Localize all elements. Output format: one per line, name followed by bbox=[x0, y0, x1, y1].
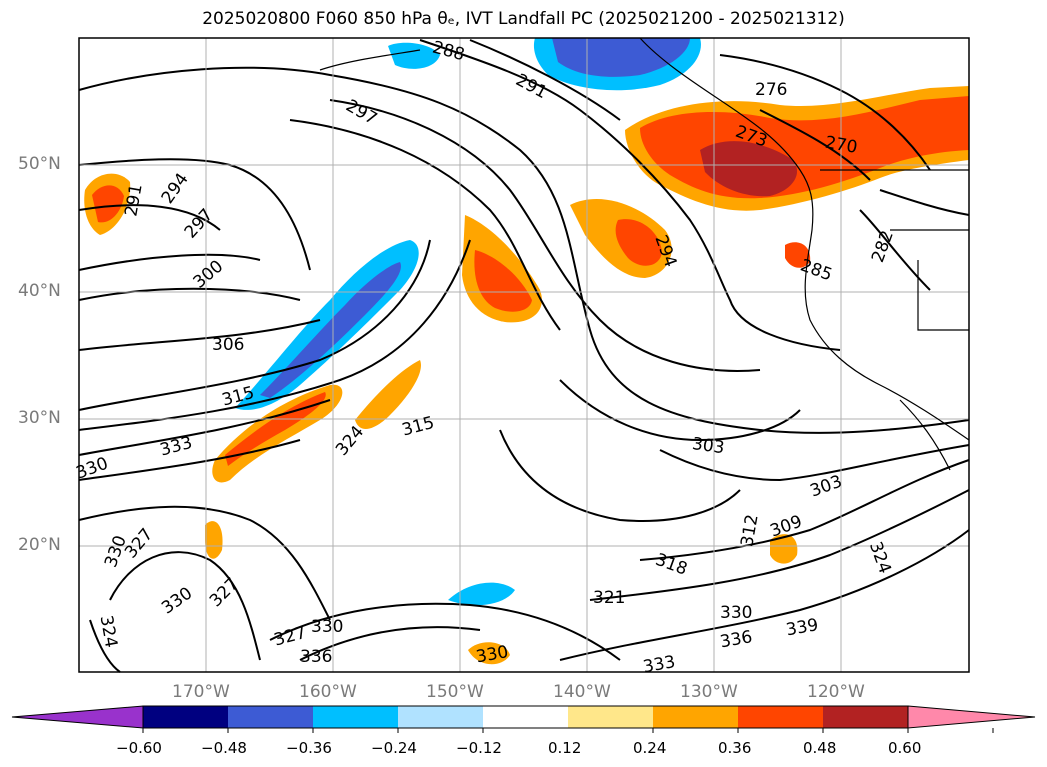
colorbar-segment bbox=[398, 706, 483, 728]
shade-blue-band-dark bbox=[260, 262, 401, 398]
lat-label-20n: 20°N bbox=[18, 535, 61, 555]
colorbar-segment bbox=[483, 706, 568, 728]
colorbar bbox=[11, 705, 1036, 733]
lon-label-140w: 140°W bbox=[553, 682, 611, 702]
lon-label-160w: 160°W bbox=[299, 682, 357, 702]
shade-sub2-orange bbox=[355, 360, 421, 430]
colorbar-tick-label: −0.36 bbox=[286, 739, 332, 757]
lon-label-120w: 120°W bbox=[807, 682, 865, 702]
colorbar-tick-label: −0.60 bbox=[116, 739, 162, 757]
lat-label-40n: 40°N bbox=[18, 281, 61, 301]
lat-label-50n: 50°N bbox=[18, 154, 61, 174]
contour-lines bbox=[78, 39, 970, 673]
shade-mid-red bbox=[615, 219, 662, 266]
shade-blob-ca bbox=[785, 242, 811, 268]
map-frame bbox=[78, 37, 970, 673]
contour-label: 330 bbox=[311, 617, 343, 637]
colorbar-segment bbox=[228, 706, 313, 728]
map-title: 2025020800 F060 850 hPa θₑ, IVT Landfall… bbox=[202, 9, 845, 29]
colorbar-segment bbox=[143, 706, 228, 728]
colorbar-tick-label: −0.12 bbox=[456, 739, 502, 757]
contour-label: 333 bbox=[641, 652, 676, 677]
colorbar-segment bbox=[823, 706, 908, 728]
contour-label: 306 bbox=[212, 335, 244, 355]
shade-blob-sw-orange bbox=[205, 521, 223, 559]
shade-west-red bbox=[92, 185, 124, 223]
colorbar-segment bbox=[738, 706, 823, 728]
contour-label: 276 bbox=[755, 80, 787, 100]
colorbar-tick-label: 0.48 bbox=[803, 739, 837, 757]
shade-blob-blue-s bbox=[448, 582, 515, 606]
colorbar-tick-label: 0.36 bbox=[718, 739, 752, 757]
shade-blob-orange-s bbox=[468, 642, 510, 665]
colorbar-tick-label: −0.48 bbox=[201, 739, 247, 757]
lon-label-130w: 130°W bbox=[680, 682, 738, 702]
colorbar-outline bbox=[142, 705, 909, 729]
coastline bbox=[319, 37, 970, 471]
map-panel bbox=[78, 37, 970, 673]
colorbar-extend-max bbox=[907, 705, 1036, 729]
lon-label-150w: 150°W bbox=[426, 682, 484, 702]
lon-label-170w: 170°W bbox=[172, 682, 230, 702]
shade-blob-se bbox=[770, 534, 798, 564]
contour-label: 303 bbox=[691, 434, 726, 458]
colorbar-segment bbox=[313, 706, 398, 728]
colorbar-tick-label: −0.24 bbox=[371, 739, 417, 757]
shade-top-left-blue bbox=[388, 42, 440, 69]
contour-label: 321 bbox=[593, 588, 625, 608]
contour-label: 330 bbox=[720, 603, 752, 623]
contour-label: 336 bbox=[300, 647, 332, 667]
colorbar-tick-label: 0.12 bbox=[548, 739, 582, 757]
colorbar-tick-label: 0.60 bbox=[888, 739, 922, 757]
colorbar-tick-label: 0.24 bbox=[633, 739, 667, 757]
lat-label-30n: 30°N bbox=[18, 408, 61, 428]
shade-sub-red bbox=[225, 392, 326, 466]
colorbar-segment bbox=[568, 706, 653, 728]
colorbar-segments bbox=[11, 705, 1036, 729]
grid-lines bbox=[79, 38, 969, 672]
colorbar-extend-min bbox=[11, 705, 144, 729]
colorbar-ticks bbox=[142, 728, 994, 733]
shade-mid2-red bbox=[474, 250, 532, 312]
colorbar-segment bbox=[653, 706, 738, 728]
shade-ne-darkred bbox=[700, 141, 798, 197]
